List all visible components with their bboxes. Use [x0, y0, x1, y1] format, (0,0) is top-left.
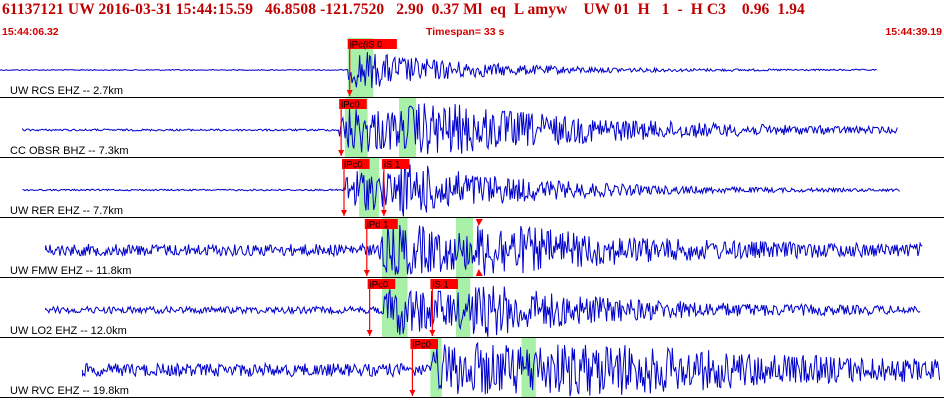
channel-row[interactable]: iPd 1 UW FMW EHZ -- 11.8km: [0, 218, 944, 278]
pick-label: iS 1: [432, 280, 448, 291]
pick-label: iPc0: [412, 340, 430, 351]
phase-pick[interactable]: iPc0: [341, 159, 370, 216]
pick-label: iPc0: [341, 100, 359, 111]
pick-label-box: [410, 339, 438, 349]
event-header: 61137121 UW 2016-03-31 15:44:15.59 46.85…: [0, 0, 944, 38]
pick-label-box: [367, 279, 396, 289]
phase-pick[interactable]: [475, 219, 483, 276]
pick-arrow-icon: [429, 330, 436, 336]
phase-pick[interactable]: iS 1: [429, 279, 458, 336]
pick-arrow-icon: [363, 270, 370, 276]
pick-arrow-icon: [341, 210, 347, 216]
timespan-label: Timespan= 33 s: [426, 26, 505, 38]
pick-arrow-icon: [338, 150, 345, 156]
pick-label-box: [347, 39, 397, 49]
pick-label: iPd 1: [367, 220, 389, 231]
station-label: UW RER EHZ -- 7.7km: [10, 205, 123, 217]
waveform: [45, 224, 923, 276]
pick-label: iPc0: [344, 160, 362, 171]
pick-label: iS 1: [384, 160, 400, 171]
channel-row[interactable]: iPc0 UW RVC EHZ -- 19.8km: [0, 338, 944, 398]
station-label: UW RCS EHZ -- 2.7km: [10, 85, 123, 97]
phase-pick[interactable]: iPc(iS 0: [346, 39, 397, 96]
end-time: 15:44:39.19: [885, 26, 942, 38]
seismogram-panel[interactable]: iPc(iS 0 UW RCS EHZ -- 2.7km iPc0 CC OBSR B…: [0, 38, 944, 400]
channel-row[interactable]: iPc0 iS 1 UW RER EHZ -- 7.7km: [0, 158, 944, 218]
waveform: [22, 164, 900, 217]
pick-arrow-icon: [475, 269, 483, 276]
waveform: [0, 52, 877, 89]
station-label: UW RVC EHZ -- 19.8km: [10, 385, 129, 397]
waveform: [82, 341, 941, 397]
pick-arrow-icon: [366, 330, 373, 336]
channel-row[interactable]: iPc0 CC OBSR BHZ -- 7.3km: [0, 98, 944, 158]
station-label: UW LO2 EHZ -- 12.0km: [10, 325, 127, 337]
station-label: CC OBSR BHZ -- 7.3km: [10, 145, 129, 157]
analysis-window: [430, 338, 442, 397]
pick-arrow-icon: [380, 210, 387, 216]
channel-row[interactable]: iPc0 iS 1 UW LO2 EHZ -- 12.0km: [0, 278, 944, 338]
phase-pick[interactable]: iPd 1: [363, 219, 398, 276]
pick-label-box: [364, 219, 398, 229]
waveform: [22, 103, 898, 155]
phase-pick[interactable]: iS 1: [380, 159, 410, 216]
phase-pick[interactable]: iPc0: [409, 339, 438, 396]
event-summary-line: 61137121 UW 2016-03-31 15:44:15.59 46.85…: [2, 1, 805, 18]
pick-label-box: [381, 159, 410, 169]
station-label: UW FMW EHZ -- 11.8km: [10, 265, 131, 277]
channel-row[interactable]: iPc(iS 0 UW RCS EHZ -- 2.7km: [0, 38, 944, 98]
pick-arrow-icon: [346, 90, 353, 96]
pick-label-box: [430, 279, 458, 289]
phase-pick[interactable]: iPc0: [338, 99, 367, 156]
pick-label: iPc(iS 0: [350, 40, 383, 51]
pick-label: iPc0: [370, 280, 388, 291]
phase-pick[interactable]: iPc0: [366, 279, 396, 336]
start-time: 15:44:06.32: [2, 26, 59, 38]
pick-arrow-icon: [475, 219, 483, 226]
pick-label-box: [339, 99, 367, 109]
waveform: [45, 285, 921, 337]
pick-label-box: [342, 159, 370, 169]
pick-arrow-icon: [409, 390, 416, 396]
